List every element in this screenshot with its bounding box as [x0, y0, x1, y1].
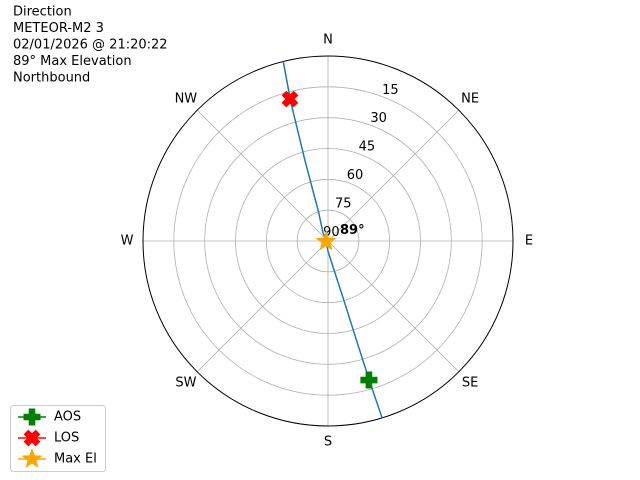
r-tick-label: 75: [335, 197, 352, 212]
legend-label: AOS: [54, 410, 81, 425]
theta-tick-label: E: [525, 234, 533, 249]
title-line: 89° Max Elevation: [13, 54, 132, 69]
legend-marker: [23, 408, 41, 426]
grid-spoke: [327, 109, 460, 242]
title-line: 02/01/2026 @ 21:20:22: [13, 38, 168, 53]
theta-tick-label: SE: [462, 376, 478, 391]
legend-marker: [23, 429, 41, 447]
grid-spoke: [327, 240, 460, 373]
title-line: Northbound: [13, 71, 90, 86]
grid-spoke: [196, 240, 329, 373]
legend: AOS LOS Max El: [10, 405, 106, 472]
outer-frame: [142, 55, 514, 427]
title-line: Direction: [13, 5, 72, 20]
r-tick-label: 60: [347, 168, 364, 183]
r-tick-label: 15: [382, 83, 399, 98]
r-tick-label: 30: [370, 111, 387, 126]
legend-marker: [21, 447, 43, 468]
grid-spoke: [196, 109, 329, 242]
marker: [281, 90, 299, 108]
theta-tick-label: NW: [175, 91, 198, 106]
theta-tick-label: SW: [175, 376, 196, 391]
marker: [315, 230, 337, 251]
legend-label: Max El: [54, 452, 97, 467]
theta-tick-label: S: [324, 435, 332, 450]
theta-tick-label: N: [323, 33, 333, 48]
legend-label: LOS: [54, 431, 79, 446]
title-line: METEOR-M2 3: [13, 21, 104, 36]
theta-tick-label: NE: [461, 91, 479, 106]
r-tick-label: 45: [359, 140, 376, 155]
marker: [360, 371, 378, 389]
annotation: 89°: [340, 223, 365, 238]
theta-tick-label: W: [121, 234, 134, 249]
